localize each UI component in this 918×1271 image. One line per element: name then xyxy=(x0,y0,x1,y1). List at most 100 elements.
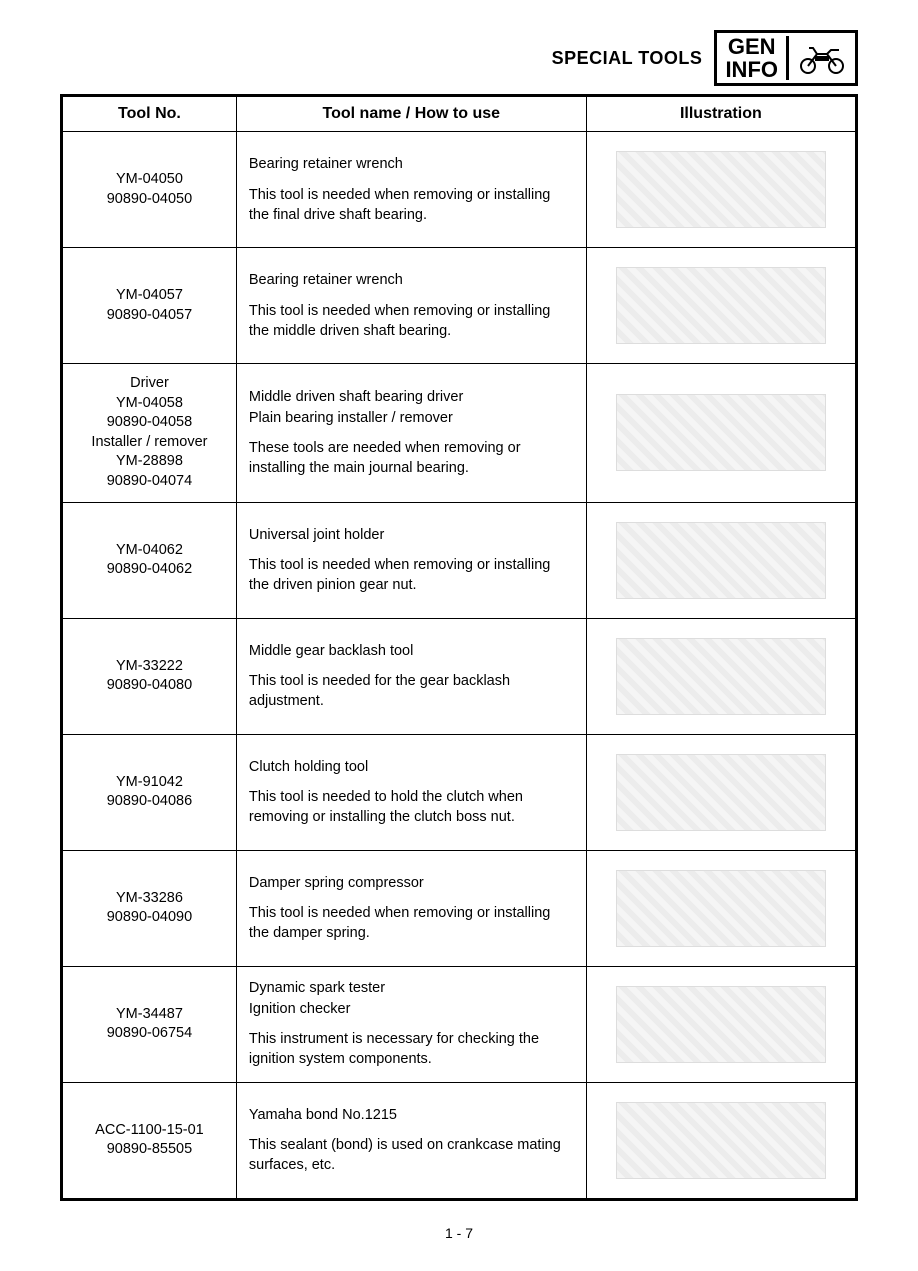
col-header-tool-no: Tool No. xyxy=(62,96,237,132)
tool-name: Universal joint holder xyxy=(249,525,574,545)
motorcycle-icon xyxy=(786,36,855,80)
table-row: YM-04050 90890-04050 Bearing retainer wren… xyxy=(62,132,857,248)
tool-no-line: 90890-85505 xyxy=(107,1141,192,1157)
tool-desc-cell: Clutch holding tool This tool is needed t… xyxy=(236,734,586,850)
tool-no-cell: YM-33286 90890-04090 xyxy=(62,850,237,966)
tool-no-line: YM-33286 xyxy=(116,890,183,906)
tool-no-cell: YM-34487 90890-06754 xyxy=(62,966,237,1082)
gen-info-badge: GEN INFO xyxy=(714,30,858,86)
tool-no-line: 90890-04062 xyxy=(107,561,192,577)
bearing-retainer-wrench-round-icon xyxy=(616,151,826,228)
tool-how-to-use: This tool is needed when removing or ins… xyxy=(249,905,550,941)
tool-name-line: Yamaha bond No.1215 xyxy=(249,1107,397,1123)
special-tools-table: Tool No. Tool name / How to use Illustra… xyxy=(60,94,858,1200)
tool-no-cell: YM-04050 90890-04050 xyxy=(62,132,237,248)
damper-spring-compressor-icon xyxy=(616,870,826,947)
tool-name-line: Damper spring compressor xyxy=(249,875,424,891)
table-row: ACC-1100-15-01 90890-85505 Yamaha bond No.… xyxy=(62,1082,857,1199)
illustration-cell xyxy=(586,132,856,248)
illustration-cell xyxy=(586,734,856,850)
tool-how-to-use: This instrument is necessary for checkin… xyxy=(249,1031,539,1067)
tool-no-line: YM-33222 xyxy=(116,658,183,674)
tool-no-line: 90890-04058 xyxy=(107,414,192,430)
tool-no-line: YM-91042 xyxy=(116,774,183,790)
tool-no-line: YM-04050 xyxy=(116,171,183,187)
tool-no-cell: YM-04057 90890-04057 xyxy=(62,248,237,364)
tool-how-to-use: This tool is needed when removing or ins… xyxy=(249,187,550,223)
tool-name-line: Universal joint holder xyxy=(249,527,384,543)
table-header-row: Tool No. Tool name / How to use Illustra… xyxy=(62,96,857,132)
tool-name-line: Bearing retainer wrench xyxy=(249,272,403,288)
col-header-tool-name: Tool name / How to use xyxy=(236,96,586,132)
illustration-cell xyxy=(586,364,856,502)
table-row: YM-33222 90890-04080 Middle gear backlash … xyxy=(62,618,857,734)
universal-joint-holder-icon xyxy=(616,522,826,599)
table-body: YM-04050 90890-04050 Bearing retainer wren… xyxy=(62,132,857,1199)
tool-no-line: 90890-04090 xyxy=(107,909,192,925)
tool-name: Damper spring compressor xyxy=(249,873,574,893)
table-row: YM-34487 90890-06754 Dynamic spark tester I… xyxy=(62,966,857,1082)
tool-name-line: Plain bearing installer / remover xyxy=(249,410,453,426)
tool-name: Middle driven shaft bearing driver Plain … xyxy=(249,387,574,428)
tool-no-cell: YM-04062 90890-04062 xyxy=(62,502,237,618)
tool-name-line: Bearing retainer wrench xyxy=(249,156,403,172)
tool-no-line: 90890-04086 xyxy=(107,793,192,809)
tool-how-to-use: This tool is needed to hold the clutch w… xyxy=(249,789,523,825)
gen-info-line2: INFO xyxy=(725,57,778,82)
bearing-retainer-wrench-cylinder-icon xyxy=(616,267,826,344)
tool-name-line: Ignition checker xyxy=(249,1001,351,1017)
tool-no-line: 90890-06754 xyxy=(107,1025,192,1041)
tool-how-to-use: This tool is needed for the gear backlas… xyxy=(249,673,510,709)
page-header: SPECIAL TOOLS GEN INFO xyxy=(60,30,858,86)
tool-no-line: YM-04058 xyxy=(116,395,183,411)
table-row: YM-04062 90890-04062 Universal joint holde… xyxy=(62,502,857,618)
tool-no-cell: YM-91042 90890-04086 xyxy=(62,734,237,850)
tool-desc-cell: Yamaha bond No.1215 This sealant (bond) i… xyxy=(236,1082,586,1199)
tool-no-line: 90890-04050 xyxy=(107,191,192,207)
illustration-cell xyxy=(586,1082,856,1199)
illustration-cell xyxy=(586,618,856,734)
page-number: 1 - 7 xyxy=(60,1225,858,1241)
tool-name-line: Middle gear backlash tool xyxy=(249,643,413,659)
tool-name-line: Middle driven shaft bearing driver xyxy=(249,389,463,405)
dynamic-spark-tester-icon xyxy=(616,986,826,1063)
tool-no-cell: YM-33222 90890-04080 xyxy=(62,618,237,734)
tool-name: Yamaha bond No.1215 xyxy=(249,1105,574,1125)
page-title: SPECIAL TOOLS xyxy=(552,48,703,69)
tool-desc-cell: Bearing retainer wrench This tool is need… xyxy=(236,132,586,248)
tool-no-line: ACC-1100-15-01 xyxy=(95,1122,204,1138)
tool-how-to-use: This tool is needed when removing or ins… xyxy=(249,557,550,593)
tool-name: Clutch holding tool xyxy=(249,757,574,777)
yamaha-bond-tube-icon xyxy=(616,1102,826,1179)
tool-name-line: Clutch holding tool xyxy=(249,759,368,775)
tool-no-line: YM-04062 xyxy=(116,542,183,558)
table-row: YM-04057 90890-04057 Bearing retainer wren… xyxy=(62,248,857,364)
illustration-cell xyxy=(586,850,856,966)
illustration-cell xyxy=(586,966,856,1082)
table-row: DriverYM-0405890890-04058Installer / rem… xyxy=(62,364,857,502)
tool-name: Dynamic spark tester Ignition checker xyxy=(249,978,574,1019)
tool-name: Middle gear backlash tool xyxy=(249,641,574,661)
tool-no-line: YM-34487 xyxy=(116,1006,183,1022)
tool-desc-cell: Bearing retainer wrench This tool is need… xyxy=(236,248,586,364)
illustration-cell xyxy=(586,502,856,618)
tool-desc-cell: Middle gear backlash tool This tool is ne… xyxy=(236,618,586,734)
clutch-holding-tool-icon xyxy=(616,754,826,831)
tool-desc-cell: Universal joint holder This tool is neede… xyxy=(236,502,586,618)
tool-name: Bearing retainer wrench xyxy=(249,270,574,290)
tool-no-line: 90890-04057 xyxy=(107,307,192,323)
tool-name-line: Dynamic spark tester xyxy=(249,980,385,996)
tool-how-to-use: This sealant (bond) is used on crankcase… xyxy=(249,1137,561,1173)
tool-no-line: 90890-04080 xyxy=(107,677,192,693)
tool-no-cell: DriverYM-0405890890-04058Installer / rem… xyxy=(62,364,237,502)
middle-gear-backlash-tool-icon xyxy=(616,638,826,715)
tool-no-line: YM-28898 xyxy=(116,453,183,469)
tool-no-line: YM-04057 xyxy=(116,287,183,303)
tool-no-line: Installer / remover xyxy=(91,434,207,450)
tool-how-to-use: This tool is needed when removing or ins… xyxy=(249,303,550,339)
tool-how-to-use: These tools are needed when removing or … xyxy=(249,440,521,476)
tool-name: Bearing retainer wrench xyxy=(249,154,574,174)
tool-no-line: 90890-04074 xyxy=(107,473,192,489)
tool-no-cell: ACC-1100-15-01 90890-85505 xyxy=(62,1082,237,1199)
gen-info-line1: GEN xyxy=(728,34,776,59)
